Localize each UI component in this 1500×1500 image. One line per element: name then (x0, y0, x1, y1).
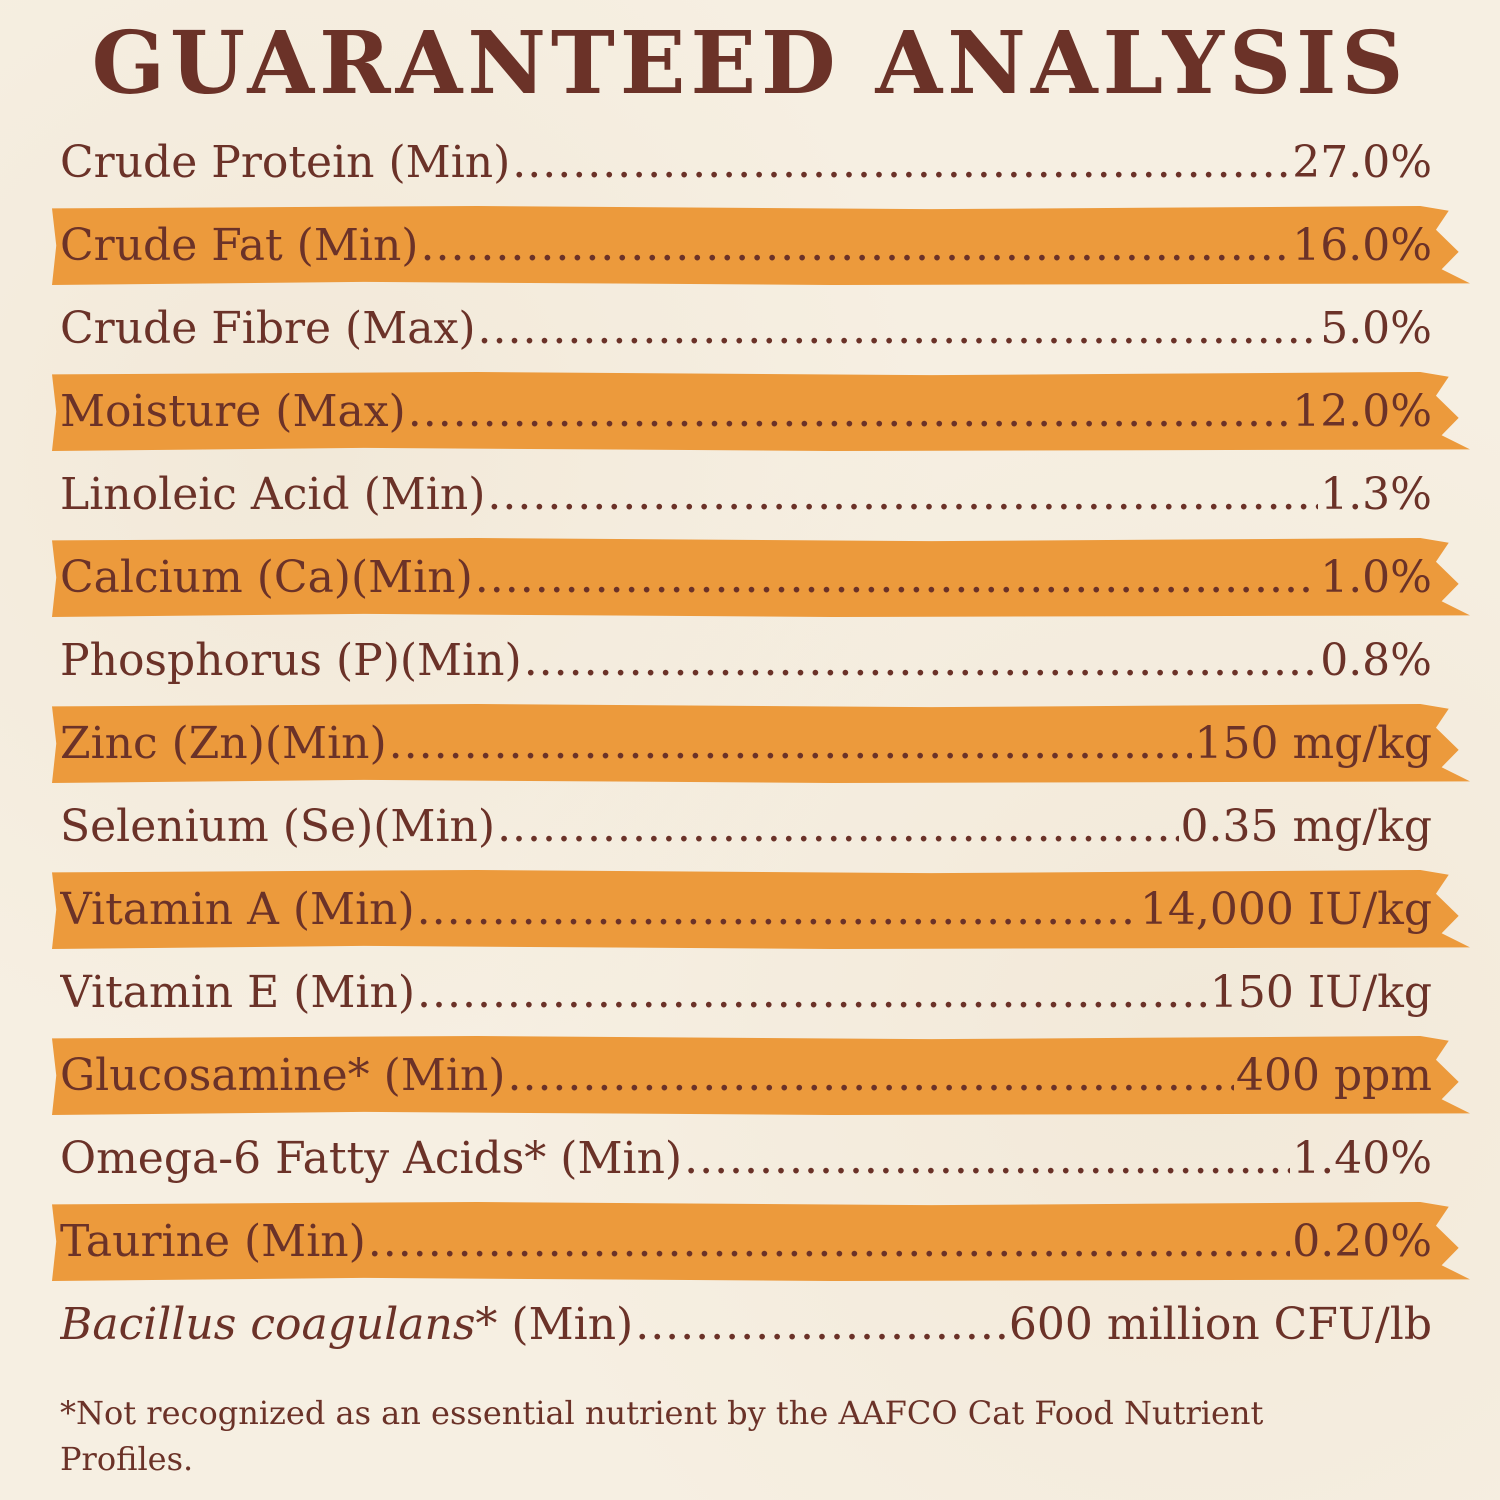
nutrient-value: 5.0% (1320, 303, 1432, 354)
nutrient-value: 400 ppm (1235, 1050, 1432, 1101)
nutrient-label: Crude Fat (Min) (60, 220, 419, 271)
nutrient-value: 16.0% (1292, 220, 1432, 271)
nutrient-label: Linoleic Acid (Min) (60, 469, 486, 520)
analysis-row: Crude Fat (Min) 16.0% (0, 201, 1500, 285)
page-title: GUARANTEED ANALYSIS (91, 13, 1409, 114)
analysis-row: Moisture (Max) 12.0% (0, 367, 1500, 451)
dot-leader (524, 623, 1319, 699)
nutrient-value: 0.8% (1320, 635, 1432, 686)
nutrient-value: 27.0% (1292, 137, 1432, 188)
analysis-row: Glucosamine* (Min) 400 ppm (0, 1031, 1500, 1115)
analysis-row: Phosphorus (P)(Min) 0.8% (0, 616, 1500, 699)
nutrient-value: 150 IU/kg (1209, 967, 1432, 1018)
dot-leader (487, 457, 1318, 533)
analysis-row: Bacillus coagulans* (Min) 600 million CF… (0, 1280, 1500, 1363)
dot-leader (684, 1121, 1290, 1197)
footnote: *Not recognized as an essential nutrient… (60, 1394, 1264, 1478)
analysis-row: Calcium (Ca)(Min) 1.0% (0, 533, 1500, 617)
dot-leader (475, 540, 1318, 616)
nutrient-label-italic: Bacillus coagulans* (60, 1299, 498, 1350)
analysis-row: Selenium (Se)(Min) 0.35 mg/kg (0, 782, 1500, 865)
nutrient-value: 12.0% (1292, 386, 1432, 437)
analysis-row: Vitamin E (Min) 150 IU/kg (0, 948, 1500, 1031)
dot-leader (497, 789, 1178, 865)
dot-leader (417, 955, 1208, 1031)
nutrient-value: 150 mg/kg (1194, 718, 1432, 769)
nutrient-label: Vitamin E (Min) (60, 967, 416, 1018)
nutrient-value: 14,000 IU/kg (1139, 884, 1432, 935)
analysis-row: Taurine (Min) 0.20% (0, 1197, 1500, 1281)
analysis-row: Zinc (Zn)(Min) 150 mg/kg (0, 699, 1500, 783)
nutrient-label: Phosphorus (P)(Min) (60, 635, 522, 686)
nutrient-label: Crude Fibre (Max) (60, 303, 476, 354)
nutrient-value: 1.0% (1320, 552, 1432, 603)
nutrient-label: Crude Protein (Min) (60, 137, 511, 188)
dot-leader (420, 208, 1290, 284)
analysis-row: Linoleic Acid (Min) 1.3% (0, 450, 1500, 533)
nutrient-value: 600 million CFU/lb (1008, 1299, 1432, 1350)
nutrient-value: 1.3% (1320, 469, 1432, 520)
nutrient-label: (Min) (497, 1299, 634, 1350)
nutrient-value: 1.40% (1292, 1133, 1432, 1184)
dot-leader (408, 374, 1291, 450)
dot-leader (507, 1038, 1234, 1114)
nutrient-label: Glucosamine* (Min) (60, 1050, 506, 1101)
analysis-row: Vitamin A (Min) 14,000 IU/kg (0, 865, 1500, 949)
nutrient-value: 0.35 mg/kg (1180, 801, 1433, 852)
analysis-row: Omega-6 Fatty Acids* (Min) 1.40% (0, 1114, 1500, 1197)
dot-leader (635, 1287, 1007, 1363)
analysis-row: Crude Protein (Min) 27.0% (0, 118, 1500, 201)
dot-leader (478, 291, 1319, 367)
nutrient-label: Taurine (Min) (60, 1216, 366, 1267)
nutrient-label: Omega-6 Fatty Acids* (Min) (60, 1133, 683, 1184)
nutrient-label: Zinc (Zn)(Min) (60, 718, 387, 769)
nutrient-label: Selenium (Se)(Min) (60, 801, 496, 852)
nutrient-value: 0.20% (1292, 1216, 1432, 1267)
dot-leader (368, 1204, 1290, 1280)
dot-leader (512, 125, 1290, 201)
dot-leader (417, 872, 1138, 948)
nutrient-label: Moisture (Max) (60, 386, 406, 437)
dot-leader (389, 706, 1193, 782)
analysis-row: Crude Fibre (Max) 5.0% (0, 284, 1500, 367)
nutrient-label: Vitamin A (Min) (60, 884, 415, 935)
nutrient-label: Calcium (Ca)(Min) (60, 552, 473, 603)
